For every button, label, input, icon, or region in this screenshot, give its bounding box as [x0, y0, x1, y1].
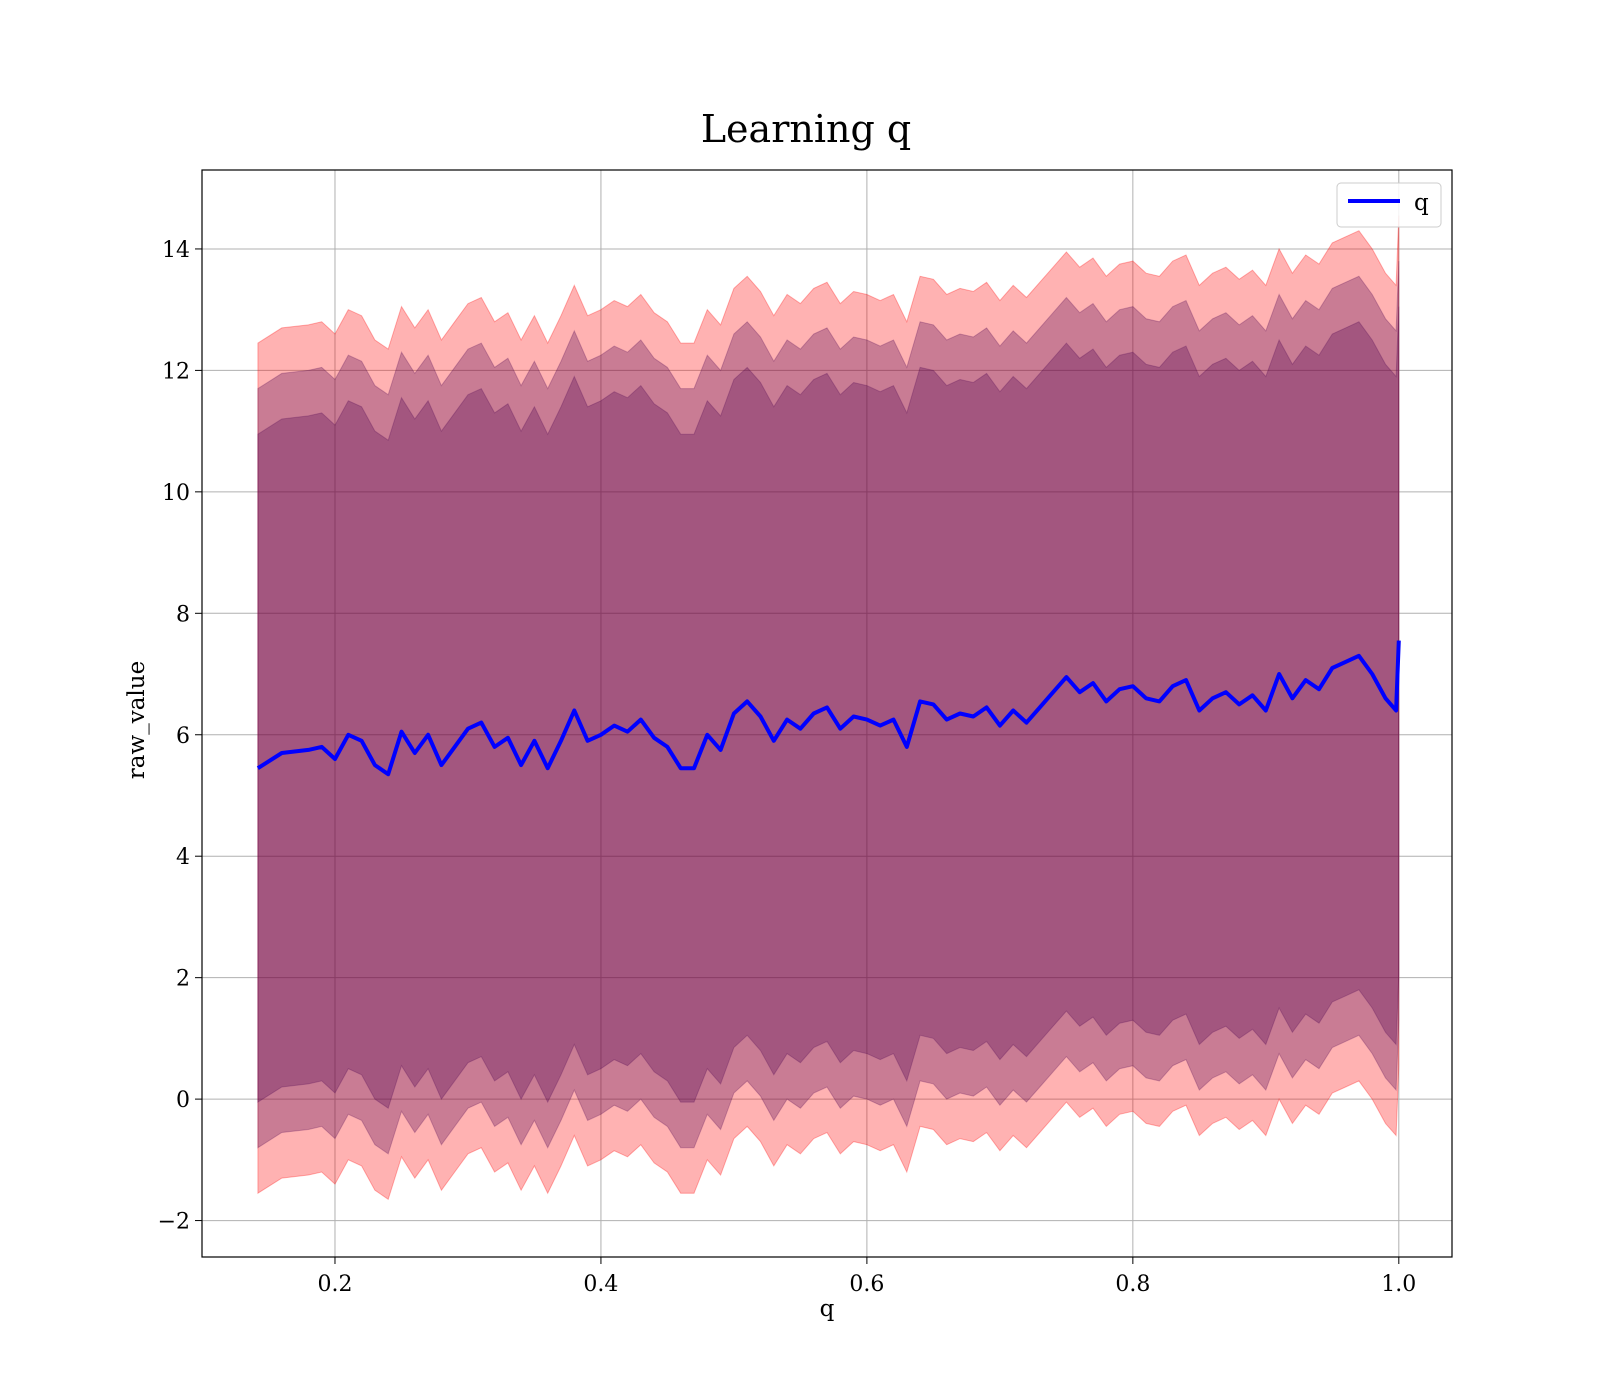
x-tick-label-1: 0.4 — [583, 1272, 618, 1297]
x-tick-label-4: 1.0 — [1381, 1272, 1416, 1297]
y-tick-label-7: 12 — [162, 359, 190, 384]
legend-box — [1336, 182, 1442, 228]
y-axis-label: raw_value — [124, 661, 150, 779]
y-tick-label-8: 14 — [162, 238, 190, 263]
y-tick-label-4: 6 — [176, 724, 190, 749]
plot-area: 0.2 0.4 0.6 0.8 1.0 −2 0 2 4 6 8 10 12 14 — [158, 169, 1453, 1297]
legend: q — [1336, 182, 1442, 228]
x-axis-label: q — [820, 1296, 835, 1322]
series-line-0 — [256, 640, 1401, 777]
chart-title: Learning q — [701, 107, 911, 151]
axes-frame — [201, 169, 1453, 1258]
legend-label-q: q — [1414, 190, 1429, 216]
x-tick-label-2: 0.6 — [849, 1272, 884, 1297]
y-tick-label-3: 4 — [176, 845, 190, 870]
x-tick-label-0: 0.2 — [317, 1272, 352, 1297]
x-tick-label-3: 0.8 — [1115, 1272, 1150, 1297]
y-tick-label-2: 2 — [176, 967, 190, 992]
y-tick-label-5: 8 — [176, 602, 190, 627]
y-tick-label-1: 0 — [176, 1088, 190, 1113]
y-tick-label-6: 10 — [162, 481, 190, 506]
y-tick-label-0: −2 — [158, 1210, 190, 1235]
